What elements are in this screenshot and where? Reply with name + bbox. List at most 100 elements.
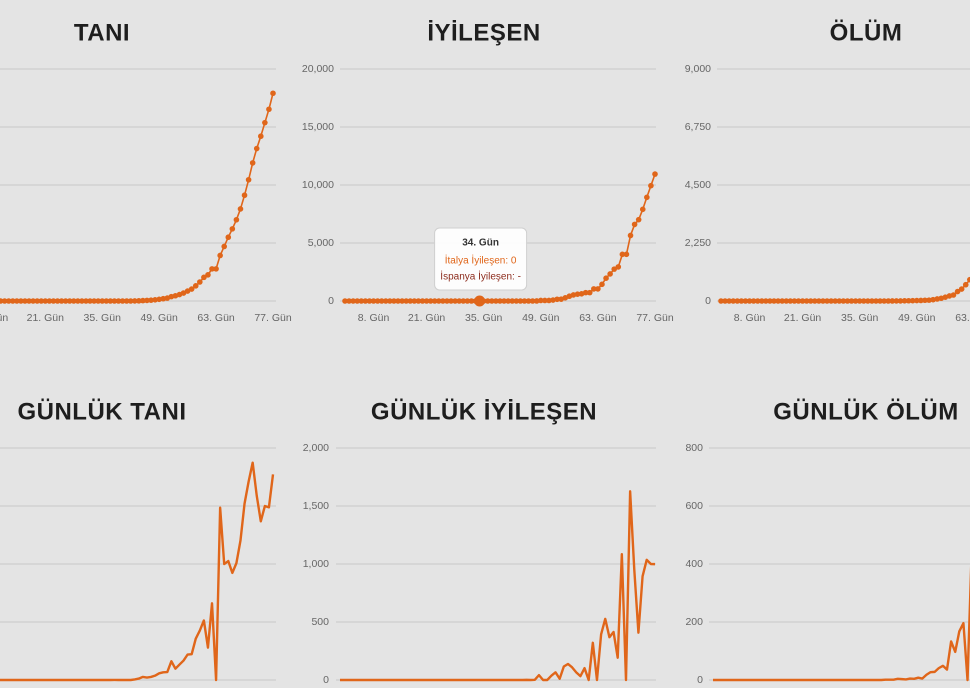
data-point <box>58 298 65 304</box>
data-point <box>217 252 223 259</box>
data-point <box>464 298 471 304</box>
chart-title: GÜNLÜK İYİLEŞEN <box>371 398 597 425</box>
chart-panel: GÜNLÜK İYİLEŞEN 0 500 1,000 1,500 2,000 <box>303 398 656 686</box>
data-point <box>350 298 356 304</box>
x-tick-label: 63. Gün <box>955 312 970 324</box>
data-point <box>395 298 401 304</box>
data-point <box>136 298 142 304</box>
data-point <box>750 298 757 304</box>
x-tick-label: 8. Gün <box>0 312 8 324</box>
data-point <box>513 298 520 304</box>
data-point <box>718 298 724 304</box>
data-point <box>38 298 45 304</box>
data-point <box>554 296 560 303</box>
data-point <box>119 298 126 304</box>
data-point <box>192 283 199 289</box>
data-point <box>245 176 252 183</box>
data-point <box>493 298 499 304</box>
x-tick-label: 35. Gün <box>84 312 122 324</box>
data-point <box>505 298 511 304</box>
chart-panel: İYİLEŞEN 0 5,000 10,000 15,000 20,000 8. Gün 21… <box>302 19 674 323</box>
x-tick-label: 35. Gün <box>841 312 879 324</box>
data-point <box>746 298 753 304</box>
y-tick-label: 0 <box>697 674 703 686</box>
data-point <box>652 171 658 177</box>
data-point <box>901 298 908 304</box>
data-point <box>42 298 49 304</box>
data-point <box>374 298 381 304</box>
x-tick-label: 35. Gün <box>465 312 503 324</box>
data-point <box>221 243 228 250</box>
y-tick-label: 0 <box>328 295 334 307</box>
data-point <box>241 192 248 199</box>
chart-panel: GÜNLÜK TANI01,7503,5005,2507,000 <box>0 398 276 682</box>
data-point <box>648 182 654 189</box>
data-point <box>362 298 369 304</box>
data-point <box>26 298 32 304</box>
tooltip-box <box>434 227 528 291</box>
x-tick-label: 21. Gün <box>27 312 65 324</box>
data-point <box>913 297 920 304</box>
data-point <box>546 297 552 304</box>
data-point <box>807 298 814 304</box>
data-point <box>730 298 737 304</box>
data-point <box>742 298 749 304</box>
chart-title: ÖLÜM <box>830 19 903 46</box>
y-tick-label: 15,000 <box>302 121 334 133</box>
y-tick-label: 2,250 <box>685 237 711 249</box>
data-point <box>354 298 361 304</box>
data-point <box>83 298 89 304</box>
data-point <box>448 298 454 304</box>
x-tick-label: 63. Gün <box>579 312 617 324</box>
data-point <box>893 298 900 304</box>
data-point <box>726 298 732 304</box>
data-point <box>582 289 589 296</box>
data-point <box>358 298 365 304</box>
data-point <box>905 297 912 304</box>
tooltip-line: İtalya İyileşen: 0 <box>445 254 517 267</box>
data-point <box>431 298 438 304</box>
data-line <box>721 278 970 302</box>
data-point <box>225 234 232 241</box>
data-point <box>456 298 463 304</box>
data-point <box>779 298 785 304</box>
data-point <box>148 297 154 303</box>
data-point <box>468 298 475 304</box>
data-point <box>233 216 240 223</box>
y-tick-label: 600 <box>685 500 703 512</box>
data-point <box>922 297 928 304</box>
data-point <box>918 297 924 304</box>
data-point <box>586 289 593 296</box>
data-point <box>639 206 646 213</box>
data-point <box>844 298 851 304</box>
data-point <box>517 298 524 304</box>
y-tick-label: 1,500 <box>303 500 329 512</box>
data-point <box>440 298 446 304</box>
data-point <box>62 298 69 304</box>
y-tick-label: 10,000 <box>302 179 334 191</box>
data-point <box>644 194 650 201</box>
data-point <box>791 298 798 304</box>
data-point <box>897 298 904 304</box>
data-point <box>881 298 887 304</box>
data-point <box>967 276 970 283</box>
data-point <box>123 298 130 304</box>
y-tick-label: 4,500 <box>685 179 711 191</box>
data-point <box>407 298 414 304</box>
data-point <box>603 275 609 282</box>
highlighted-point <box>474 295 486 307</box>
data-point <box>346 298 352 304</box>
data-point <box>87 298 93 304</box>
y-tick-label: 800 <box>685 442 703 454</box>
data-point <box>253 145 260 152</box>
data-point <box>342 298 348 304</box>
data-point <box>824 298 830 304</box>
data-point <box>103 298 110 304</box>
data-point <box>962 281 969 288</box>
data-point <box>763 298 769 304</box>
data-point <box>188 286 195 292</box>
data-point <box>66 298 73 304</box>
data-point <box>140 297 146 304</box>
data-point <box>460 298 467 304</box>
data-point <box>99 298 106 304</box>
